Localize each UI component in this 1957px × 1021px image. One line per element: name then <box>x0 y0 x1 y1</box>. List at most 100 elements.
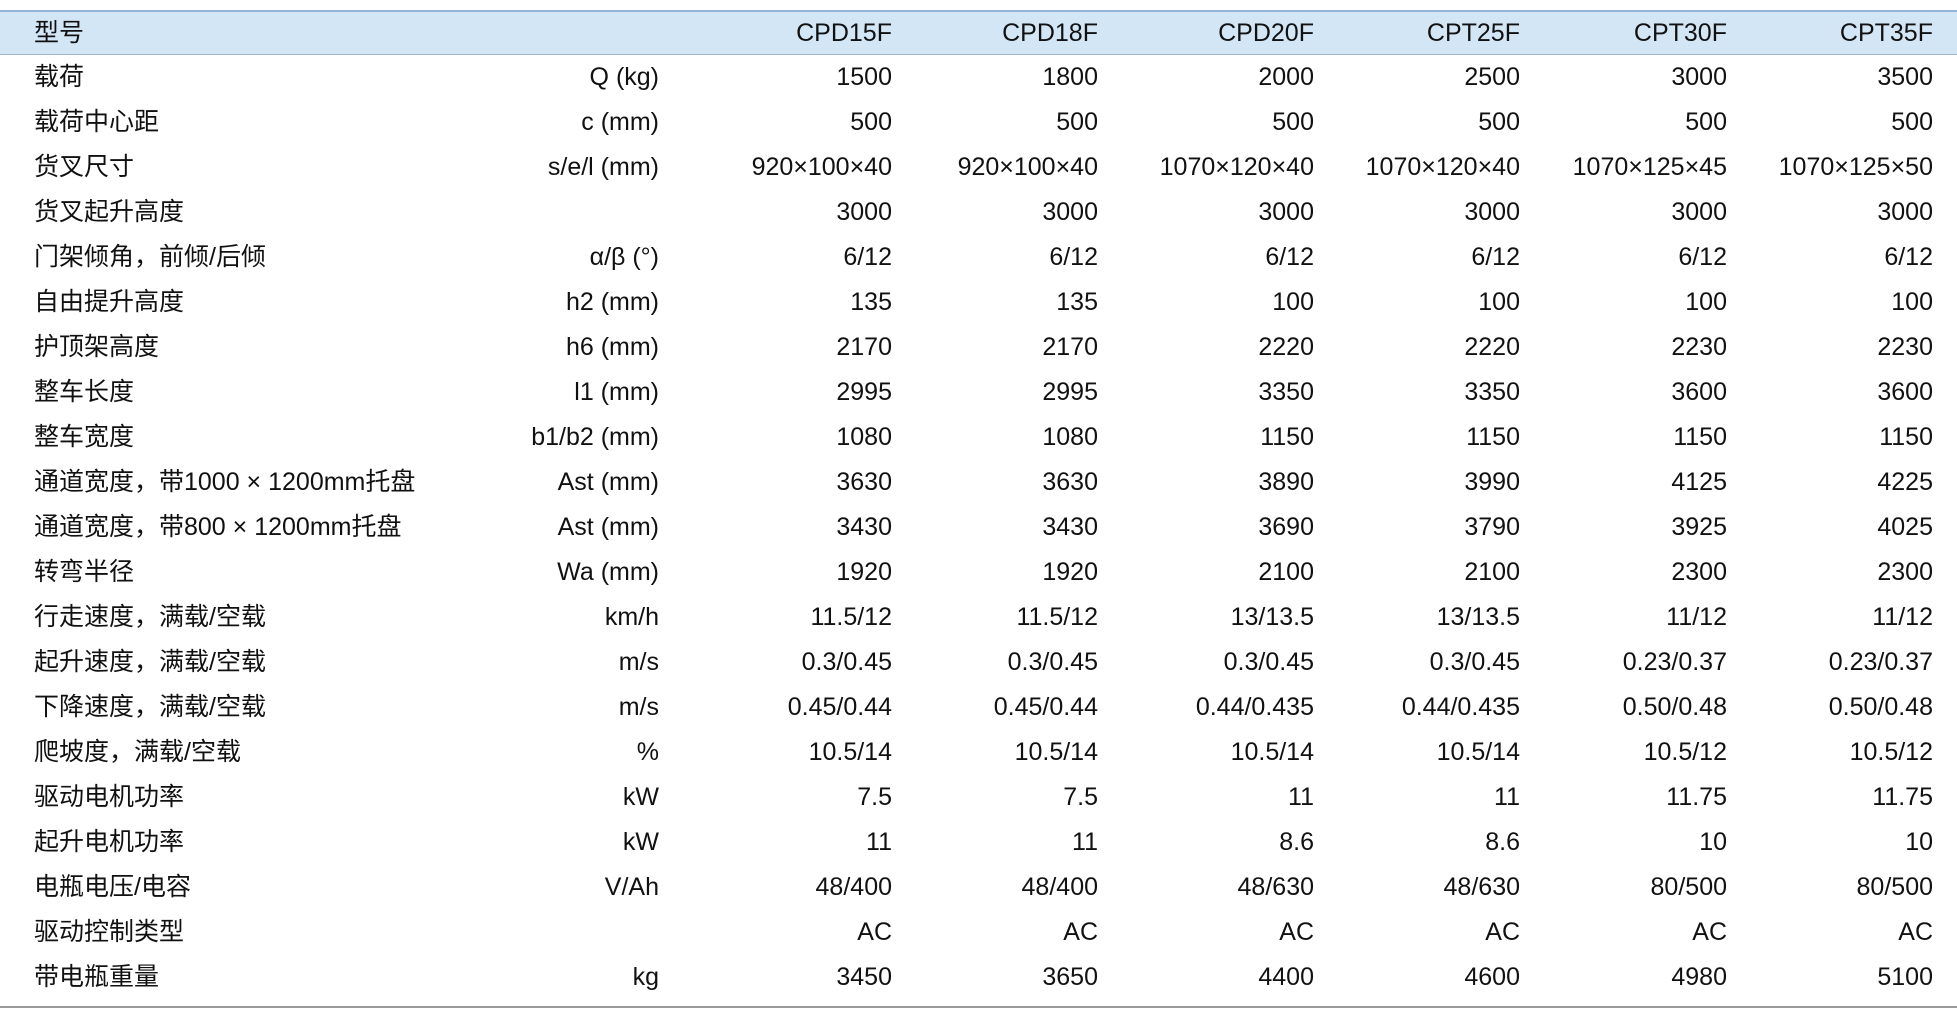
row-unit: s/e/l (mm) <box>547 153 659 181</box>
value-cell: 11/12 <box>1666 603 1727 631</box>
value-cell: 0.3/0.45 <box>801 648 892 676</box>
value-cell: 3890 <box>1258 468 1314 496</box>
value-cell: 0.45/0.44 <box>787 693 892 721</box>
value-cell: 10.5/14 <box>1436 738 1520 766</box>
value-cell: 10 <box>1905 828 1933 856</box>
value-cell: 1080 <box>1042 423 1098 451</box>
value-cell: 11 <box>1494 783 1520 811</box>
value-cell: 500 <box>1272 108 1314 136</box>
data-row: 通道宽度，带800 × 1200mm托盘 Ast (mm) 3430 3430 3690… <box>0 505 1957 550</box>
value-cell: 8.6 <box>1279 828 1314 856</box>
value-cell: 4600 <box>1464 963 1520 991</box>
value-cell: 10.5/14 <box>808 738 892 766</box>
row-label: 驱动电机功率 <box>34 783 185 811</box>
value-cell: 500 <box>850 108 892 136</box>
data-row: 起升电机功率 kW 11 11 8.6 8.6 10 10 <box>0 820 1957 865</box>
value-cell: 1070×125×45 <box>1572 153 1727 181</box>
row-label: 爬坡度，满载/空载 <box>34 738 241 766</box>
data-row: 爬坡度，满载/空载% 10.5/14 10.5/14 10.5/14 10.5/14 10… <box>0 730 1957 775</box>
value-cell: 920×100×40 <box>751 153 892 181</box>
value-cell: 13/13.5 <box>1230 603 1314 631</box>
value-cell: 6/12 <box>1471 243 1520 271</box>
value-cell: 3000 <box>1877 198 1933 226</box>
model-name: CPT35F <box>1839 19 1933 47</box>
value-cell: 0.44/0.435 <box>1401 693 1520 721</box>
model-name: CPT30F <box>1633 19 1727 47</box>
value-cell: 2995 <box>1042 378 1098 406</box>
row-label: 门架倾角，前倾/后倾 <box>34 243 266 271</box>
value-cell: 2220 <box>1464 333 1520 361</box>
row-label: 货叉尺寸 <box>34 153 135 181</box>
model-name: CPD20F <box>1218 19 1314 47</box>
value-cell: 4025 <box>1877 513 1933 541</box>
data-row: 自由提升高度 h2 (mm) 135 135 100 100 100 100 <box>0 280 1957 325</box>
value-cell: 48/630 <box>1237 873 1314 901</box>
row-unit: m/s <box>618 693 659 721</box>
value-cell: 2995 <box>836 378 892 406</box>
data-row: 通道宽度，带1000 × 1200mm托盘 Ast (mm) 3630 3630 389… <box>0 460 1957 505</box>
row-unit: V/Ah <box>604 873 659 901</box>
model-name: CPT25F <box>1426 19 1520 47</box>
value-cell: 2300 <box>1671 558 1727 586</box>
value-cell: 7.5 <box>1063 783 1098 811</box>
value-cell: 100 <box>1891 288 1933 316</box>
value-cell: 4980 <box>1671 963 1727 991</box>
data-row: 下降速度，满载/空载 m/s 0.45/0.44 0.45/0.44 0.44/0.43… <box>0 685 1957 730</box>
value-cell: 3630 <box>836 468 892 496</box>
value-cell: 80/500 <box>1650 873 1727 901</box>
row-unit: Ast (mm) <box>557 513 659 541</box>
data-row: 整车宽度 b1/b2 (mm) 1080 1080 1150 1150 1150 1150 <box>0 415 1957 460</box>
value-cell: 4125 <box>1671 468 1727 496</box>
value-cell: 500 <box>1685 108 1727 136</box>
value-cell: 1070×120×40 <box>1365 153 1520 181</box>
value-cell: 5100 <box>1877 963 1933 991</box>
row-unit: Wa (mm) <box>557 558 659 586</box>
value-cell: 3000 <box>1042 198 1098 226</box>
value-cell: 4225 <box>1877 468 1933 496</box>
row-unit: km/h <box>604 603 659 631</box>
row-label: 起升速度，满载/空载 <box>34 648 266 676</box>
value-cell: 10.5/12 <box>1643 738 1727 766</box>
data-row: 货叉起升高度 3000 3000 3000 3000 3000 3000 <box>0 190 1957 235</box>
model-name: CPD18F <box>1002 19 1098 47</box>
value-cell: 0.3/0.45 <box>1007 648 1098 676</box>
value-cell: 3925 <box>1671 513 1727 541</box>
value-cell: 10.5/14 <box>1230 738 1314 766</box>
value-cell: 6/12 <box>1884 243 1933 271</box>
header-label: 型号 <box>34 19 85 47</box>
value-cell: 3630 <box>1042 468 1098 496</box>
value-cell: 3000 <box>1258 198 1314 226</box>
value-cell: 11.5/12 <box>1016 603 1098 631</box>
value-cell: AC <box>1063 918 1098 946</box>
value-cell: 1920 <box>836 558 892 586</box>
value-cell: 3790 <box>1464 513 1520 541</box>
row-unit: kg <box>632 963 659 991</box>
value-cell: 48/400 <box>815 873 892 901</box>
row-unit: h2 (mm) <box>565 288 659 316</box>
model-name: CPD15F <box>796 19 892 47</box>
row-label: 护顶架高度 <box>34 333 160 361</box>
value-cell: 6/12 <box>1678 243 1727 271</box>
value-cell: 10 <box>1699 828 1727 856</box>
row-label: 行走速度，满载/空载 <box>34 603 266 631</box>
value-cell: 2170 <box>1042 333 1098 361</box>
value-cell: 0.50/0.48 <box>1828 693 1933 721</box>
value-cell: 0.3/0.45 <box>1429 648 1520 676</box>
value-cell: 10.5/14 <box>1014 738 1098 766</box>
value-cell: 13/13.5 <box>1436 603 1520 631</box>
value-cell: 11/12 <box>1872 603 1933 631</box>
data-row: 带电瓶重量 kg 3450 3650 4400 4600 4980 5100 <box>0 955 1957 1000</box>
row-unit: % <box>636 738 659 766</box>
value-cell: 100 <box>1685 288 1727 316</box>
row-unit: kW <box>622 783 659 811</box>
value-cell: 2000 <box>1258 63 1314 91</box>
value-cell: 500 <box>1891 108 1933 136</box>
value-cell: 3430 <box>836 513 892 541</box>
value-cell: 100 <box>1272 288 1314 316</box>
value-cell: AC <box>1898 918 1933 946</box>
value-cell: 8.6 <box>1485 828 1520 856</box>
header-row: 型号 CPD15F CPD18F CPD20F CPT25F CPT30F CPT35F <box>0 10 1957 55</box>
row-unit: h6 (mm) <box>565 333 659 361</box>
row-unit: α/β (°) <box>589 243 659 271</box>
